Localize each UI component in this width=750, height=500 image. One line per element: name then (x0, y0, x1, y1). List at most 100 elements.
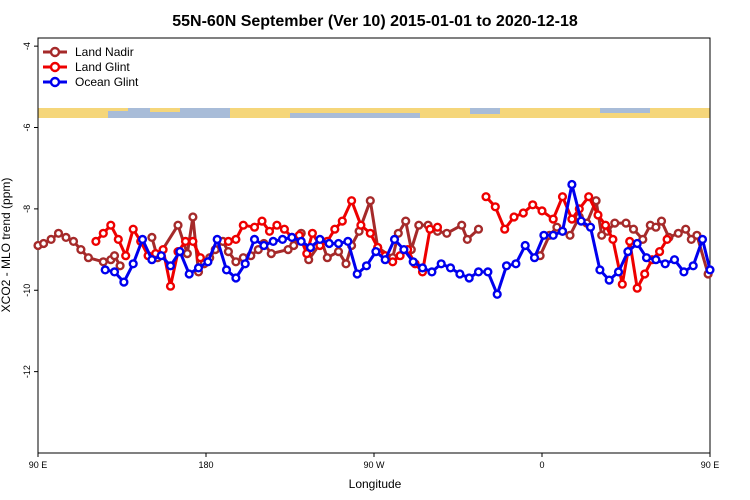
data-point-land-glint (98, 228, 108, 238)
data-point-land-glint (481, 192, 491, 202)
data-point-ocean-glint (641, 253, 652, 263)
data-point-ocean-glint (408, 257, 418, 267)
y-tick-label: -8 (22, 205, 32, 213)
legend-marker (49, 61, 61, 73)
data-point-land-glint (593, 210, 603, 220)
data-point-ocean-glint (660, 259, 670, 269)
data-point-land-glint (106, 220, 116, 230)
data-point-ocean-glint (249, 234, 260, 245)
data-point-land-glint (640, 269, 650, 279)
data-point-land-nadir (673, 228, 683, 238)
data-point-ocean-glint (557, 226, 568, 236)
data-point-ocean-glint (613, 267, 624, 277)
data-point-land-glint (128, 224, 138, 234)
map-land-block (230, 108, 290, 118)
data-point-ocean-glint (511, 259, 521, 269)
data-point-ocean-glint (651, 255, 661, 265)
data-point-ocean-glint (623, 247, 633, 257)
data-point-ocean-glint (100, 265, 110, 275)
data-point-land-glint (180, 236, 191, 247)
data-point-land-nadir (681, 224, 691, 234)
data-point-ocean-glint (268, 236, 278, 247)
legend-marker (49, 46, 61, 58)
x-axis-label: Longitude (349, 477, 402, 491)
data-point-land-nadir (98, 257, 108, 267)
map-land-block (600, 108, 650, 113)
data-point-ocean-glint (203, 257, 213, 267)
data-point-land-glint (632, 283, 642, 293)
data-point-ocean-glint (287, 232, 297, 243)
data-point-land-nadir (322, 253, 332, 263)
chart-title: 55N-60N September (Ver 10) 2015-01-01 to… (172, 13, 578, 30)
data-point-land-nadir (115, 261, 125, 271)
data-point-ocean-glint (632, 238, 642, 249)
data-point-land-nadir (182, 249, 192, 259)
y-tick-label: -12 (22, 365, 32, 378)
data-point-ocean-glint (212, 234, 222, 245)
series-ocean-glint (100, 179, 715, 299)
data-point-land-glint (238, 220, 248, 230)
data-point-ocean-glint (464, 273, 474, 283)
map-land-block (108, 108, 128, 111)
data-point-land-nadir (565, 230, 575, 240)
data-point-ocean-glint (604, 275, 614, 285)
data-point-ocean-glint (455, 269, 465, 279)
data-point-land-nadir (393, 228, 403, 238)
data-point-land-glint (608, 234, 618, 245)
map-land-block (290, 108, 420, 113)
series-land-glint (91, 192, 672, 293)
data-point-ocean-glint (529, 253, 540, 263)
data-point-land-nadir (442, 228, 452, 238)
data-point-ocean-glint (324, 238, 334, 249)
data-point-ocean-glint (128, 259, 138, 269)
data-point-land-nadir (656, 216, 667, 226)
data-point-land-glint (365, 228, 375, 238)
data-point-ocean-glint (352, 269, 362, 279)
data-point-land-nadir (341, 259, 351, 269)
y-tick-label: -4 (22, 42, 32, 50)
map-land-block (420, 108, 460, 118)
x-tick-label: 0 (539, 460, 544, 470)
data-point-ocean-glint (380, 255, 390, 265)
series-layer (33, 179, 715, 299)
data-point-land-glint (432, 222, 443, 232)
data-point-land-nadir (223, 247, 234, 257)
data-point-ocean-glint (221, 265, 232, 275)
data-point-land-glint (195, 253, 206, 263)
data-point-land-glint (518, 208, 528, 218)
data-point-ocean-glint (669, 255, 680, 265)
data-point-land-glint (584, 192, 594, 202)
data-point-land-glint (500, 224, 510, 234)
data-point-land-glint (537, 206, 547, 216)
y-axis: -4 -6 -8 -10 -12 (22, 42, 38, 378)
map-land-block (150, 108, 180, 112)
data-point-land-nadir (231, 257, 241, 267)
data-point-land-nadir (109, 251, 120, 261)
data-point-land-glint (654, 247, 665, 257)
data-point-ocean-glint (697, 234, 708, 245)
y-tick-label: -10 (22, 284, 32, 297)
data-point-ocean-glint (315, 234, 325, 245)
data-point-ocean-glint (240, 259, 250, 269)
data-point-land-nadir (188, 212, 198, 222)
data-point-ocean-glint (175, 247, 185, 257)
data-point-ocean-glint (333, 238, 344, 249)
data-point-land-nadir (83, 253, 94, 263)
data-point-land-glint (307, 228, 318, 238)
data-point-land-glint (567, 214, 577, 224)
map-land-block (38, 108, 108, 118)
data-point-land-nadir (266, 249, 276, 259)
data-point-land-glint (272, 220, 282, 230)
data-point-ocean-glint (109, 267, 120, 277)
data-point-land-glint (548, 214, 558, 224)
data-point-ocean-glint (445, 263, 456, 273)
data-point-land-glint (223, 236, 234, 247)
legend-label: Land Glint (75, 60, 130, 74)
data-point-land-nadir (462, 234, 472, 245)
data-point-land-nadir (621, 218, 631, 228)
data-point-land-nadir (401, 216, 411, 226)
data-point-ocean-glint (305, 242, 316, 253)
data-point-ocean-glint (119, 277, 129, 287)
